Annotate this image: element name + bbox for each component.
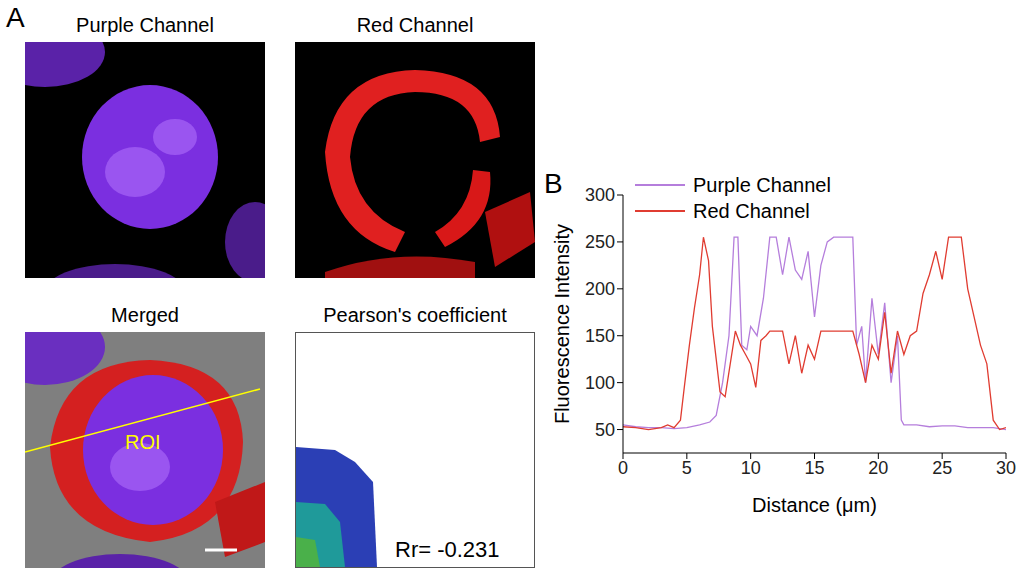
- svg-text:25: 25: [932, 458, 952, 478]
- html-text:Pearson's coefficient: Pearson's coefficient: [323, 304, 507, 326]
- svg-text:5: 5: [682, 458, 692, 478]
- svg-text:150: 150: [585, 326, 615, 346]
- html-text:Red Channel: Red Channel: [356, 14, 474, 36]
- svg-text:250: 250: [585, 232, 615, 252]
- svg-text:Fluorescence Intensity: Fluorescence Intensity: [551, 224, 573, 424]
- html-text:Red Channel: Red Channel: [693, 199, 810, 222]
- html-text:B: B: [544, 168, 563, 199]
- svg-text:200: 200: [585, 279, 615, 299]
- html-text:A: A: [6, 2, 25, 33]
- svg-text:0: 0: [618, 458, 628, 478]
- svg-text:10: 10: [741, 458, 761, 478]
- svg-text:Rr= -0.231: Rr= -0.231: [395, 537, 500, 562]
- svg-text:100: 100: [585, 373, 615, 393]
- html-text:Merged: Merged: [111, 304, 179, 326]
- svg-text:30: 30: [996, 458, 1016, 478]
- svg-text:20: 20: [868, 458, 888, 478]
- html-text:Purple Channel: Purple Channel: [76, 14, 214, 36]
- svg-text:Distance (μm): Distance (μm): [752, 494, 877, 516]
- svg-text:50: 50: [595, 420, 615, 440]
- svg-text:ROI: ROI: [125, 431, 161, 453]
- svg-text:300: 300: [585, 185, 615, 205]
- svg-text:15: 15: [804, 458, 824, 478]
- html-text:Purple Channel: Purple Channel: [693, 173, 831, 196]
